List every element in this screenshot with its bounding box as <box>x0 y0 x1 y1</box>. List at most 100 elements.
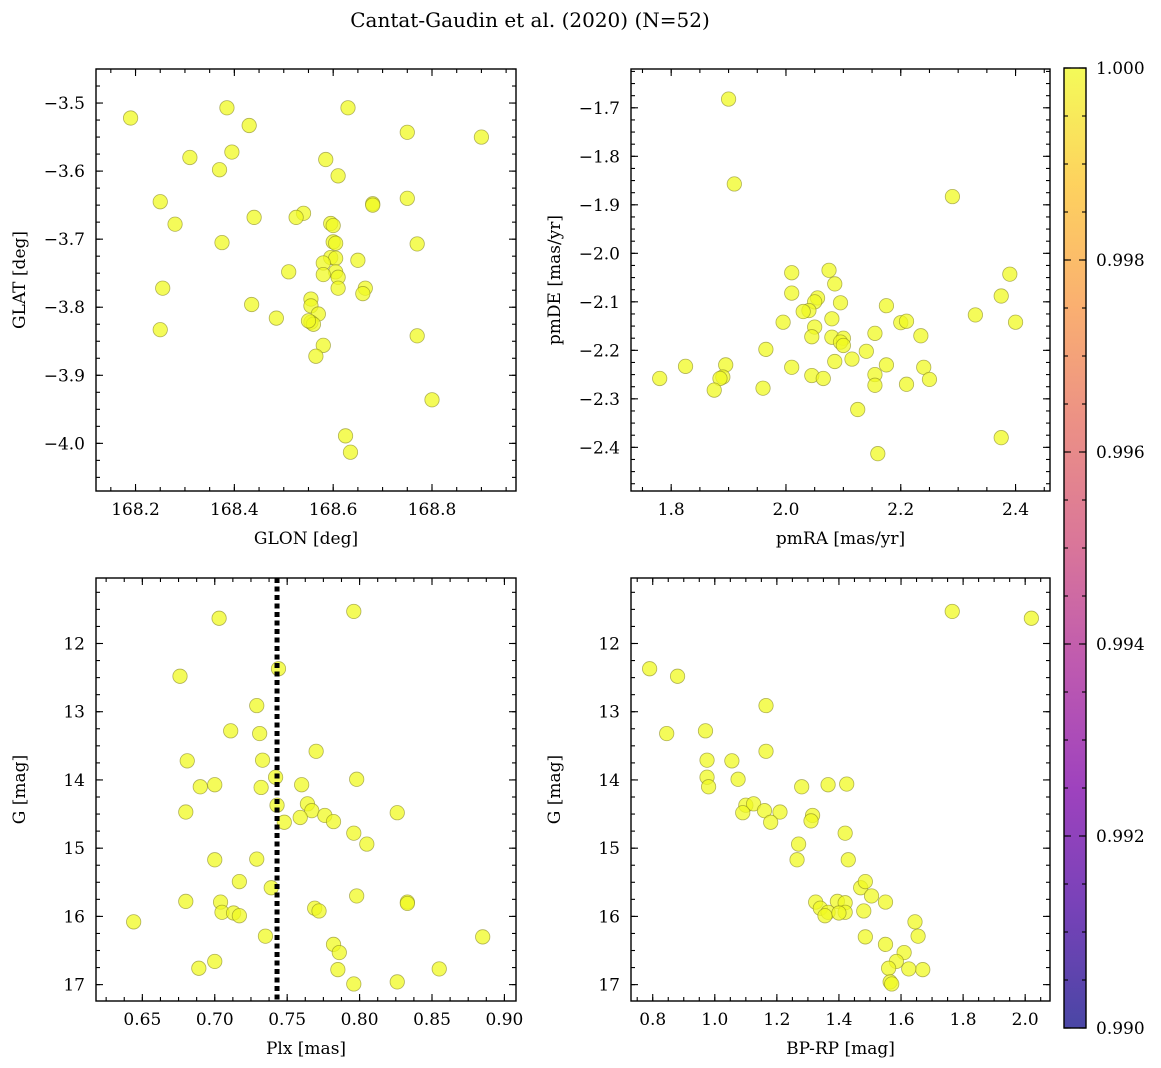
y-tick-label: 17 <box>598 976 620 996</box>
colorbar: 0.990 0.992 0.994 0.996 0.998 1.000 <box>1063 59 1145 1039</box>
y-tick-label: 14 <box>63 771 85 791</box>
x-tick-label: 0.85 <box>413 1010 451 1030</box>
data-point <box>211 610 227 626</box>
data-point <box>122 110 139 126</box>
x-tick-label: 1.6 <box>887 1010 914 1030</box>
data-point <box>772 804 788 820</box>
x-axis-label: pmRA [mas/yr] <box>776 529 905 549</box>
data-point <box>311 903 327 919</box>
data-point <box>784 285 800 301</box>
panel-sky: 168.2 168.4 168.6 168.8 −3.5 −3.6 −3.7 −3.8 −3.9… <box>10 68 517 549</box>
data-point <box>837 825 853 841</box>
data-point <box>870 446 886 462</box>
x-tick-label: 1.8 <box>950 1010 977 1030</box>
x-tick-label: 0.80 <box>341 1010 379 1030</box>
y-axis-label: G [mag] <box>10 755 30 824</box>
data-point <box>281 264 297 280</box>
x-tick-label: 0.90 <box>485 1010 523 1030</box>
y-tick-label: 13 <box>598 703 620 723</box>
data-point <box>152 194 168 210</box>
data-point <box>697 723 714 739</box>
y-tick-label: −3.7 <box>44 230 85 250</box>
y-tick-label: −1.8 <box>579 147 620 167</box>
data-point <box>409 236 425 252</box>
x-axis-label: GLON [deg] <box>254 529 358 549</box>
colorbar-tick-label: 0.996 <box>1096 443 1145 463</box>
data-point <box>409 328 425 344</box>
data-point <box>191 960 207 976</box>
y-tick-label: 15 <box>63 839 85 859</box>
data-point <box>346 825 362 841</box>
data-point <box>763 814 779 830</box>
data-point <box>328 235 344 251</box>
colorbar-tick-label: 1.000 <box>1096 59 1145 79</box>
data-point <box>913 328 929 344</box>
panel-parallax: 0.65 0.70 0.75 0.80 0.85 0.90 12 13 14 15 16 17 Plx … <box>10 577 523 1059</box>
data-point <box>155 280 171 296</box>
data-point <box>214 234 230 251</box>
data-point <box>993 288 1009 304</box>
y-tick-label: 13 <box>63 703 85 723</box>
x-tick-label: 2.0 <box>772 500 799 520</box>
y-tick-label: −3.9 <box>44 366 85 386</box>
x-tick-label: 1.8 <box>658 500 685 520</box>
data-point <box>944 188 961 205</box>
data-point <box>207 852 223 868</box>
data-point <box>915 962 931 978</box>
x-tick-label: 168.4 <box>210 500 259 520</box>
data-point <box>337 428 354 444</box>
x-axis-label: Plx [mas] <box>266 1039 346 1059</box>
data-point <box>858 343 874 359</box>
data-point <box>126 914 142 930</box>
data-point <box>224 144 240 160</box>
colorbar-tick-label: 0.994 <box>1096 635 1145 655</box>
y-tick-label: 17 <box>63 976 85 996</box>
data-point <box>330 280 346 296</box>
data-point <box>755 380 771 396</box>
data-point <box>1007 314 1024 330</box>
data-point <box>207 777 223 793</box>
data-point <box>325 217 341 234</box>
colorbar-tick-label: 0.998 <box>1096 251 1145 271</box>
data-point <box>346 976 362 992</box>
y-tick-label: −1.7 <box>579 99 620 119</box>
data-point <box>735 805 751 821</box>
data-point <box>878 357 895 373</box>
data-point <box>745 796 762 812</box>
data-point <box>642 661 658 677</box>
data-point <box>794 779 810 795</box>
data-point <box>878 298 895 314</box>
figure-title: Cantat-Gaudin et al. (2020) (N=52) <box>350 8 710 32</box>
data-point <box>249 697 265 714</box>
data-point <box>294 777 310 793</box>
data-point <box>850 401 866 418</box>
data-point <box>910 928 926 944</box>
data-point <box>758 697 774 714</box>
plot-frame <box>630 68 1051 492</box>
data-point <box>652 370 668 387</box>
data-point <box>857 874 873 890</box>
data-point <box>211 162 228 178</box>
x-tick-label: 0.70 <box>196 1010 234 1030</box>
y-tick-label: −4.0 <box>44 434 85 454</box>
data-point <box>856 903 872 919</box>
data-point <box>342 444 359 460</box>
data-point <box>863 888 880 904</box>
data-point <box>241 117 257 134</box>
data-point <box>840 852 856 868</box>
data-point <box>276 814 292 830</box>
data-point <box>993 430 1009 446</box>
x-tick-label: 2.2 <box>887 500 914 520</box>
data-point <box>835 337 851 354</box>
x-tick-label: 168.8 <box>408 500 457 520</box>
data-point <box>246 209 262 225</box>
data-point <box>182 149 198 166</box>
data-point <box>288 209 304 225</box>
data-point <box>292 809 308 826</box>
y-tick-label: 14 <box>598 771 620 791</box>
data-point <box>726 176 742 192</box>
y-tick-label: 15 <box>598 839 620 859</box>
data-point <box>315 337 331 353</box>
data-point <box>318 151 334 168</box>
data-point <box>784 265 800 281</box>
